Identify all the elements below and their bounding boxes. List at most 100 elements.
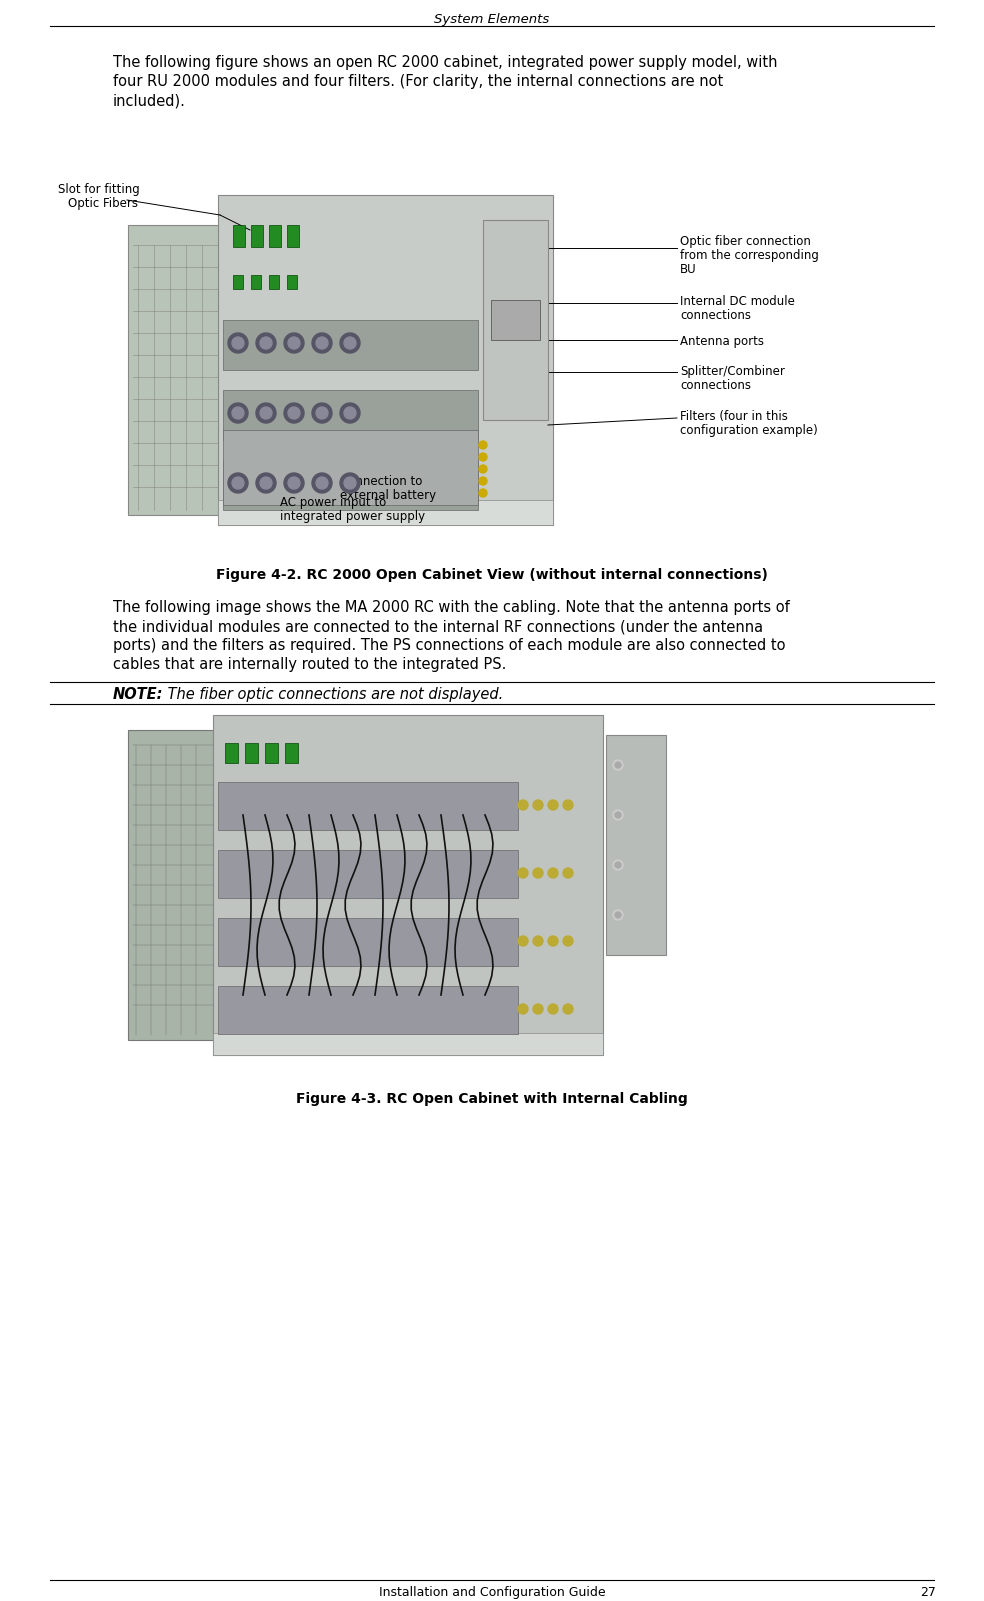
Circle shape [615,762,621,768]
Circle shape [260,336,272,349]
Bar [128,226,223,516]
Bar [265,743,278,764]
Circle shape [563,1004,573,1013]
Circle shape [548,868,558,877]
Circle shape [340,403,360,423]
Text: The following figure shows an open RC 2000 cabinet, integrated power supply mode: The following figure shows an open RC 20… [113,54,777,70]
Circle shape [613,760,623,770]
Bar [218,986,518,1034]
Bar [225,743,238,764]
Circle shape [615,812,621,818]
Bar [218,917,518,965]
Bar [223,459,478,511]
Circle shape [533,800,543,810]
Circle shape [615,861,621,868]
Circle shape [563,800,573,810]
Circle shape [533,1004,543,1013]
Circle shape [344,477,356,488]
Text: integrated power supply: integrated power supply [280,511,425,524]
Circle shape [613,860,623,869]
Circle shape [479,477,487,485]
Circle shape [479,440,487,448]
Circle shape [479,453,487,461]
Circle shape [479,464,487,472]
Circle shape [288,407,300,419]
Bar [287,275,297,290]
Circle shape [284,333,304,352]
Text: four RU 2000 modules and four filters. (For clarity, the internal connections ar: four RU 2000 modules and four filters. (… [113,74,723,90]
Bar [606,735,666,956]
Circle shape [228,403,248,423]
Text: The fiber optic connections are not displayed.: The fiber optic connections are not disp… [163,687,503,701]
Circle shape [533,868,543,877]
Bar [251,226,263,247]
Bar [213,716,603,1055]
Text: from the corresponding: from the corresponding [680,250,819,263]
Circle shape [615,913,621,917]
Circle shape [232,336,244,349]
Circle shape [260,477,272,488]
Text: Internal DC module: Internal DC module [680,295,795,307]
Text: The following image shows the MA 2000 RC with the cabling. Note that the antenna: The following image shows the MA 2000 RC… [113,600,790,615]
Circle shape [548,1004,558,1013]
Circle shape [316,407,328,419]
Text: System Elements: System Elements [434,13,550,26]
Bar [223,431,478,504]
Bar [285,743,298,764]
Bar [218,195,553,525]
Bar [223,391,478,440]
Circle shape [563,868,573,877]
Bar [218,850,518,898]
Circle shape [228,472,248,493]
Circle shape [340,333,360,352]
Circle shape [613,810,623,820]
Text: Figure 4-3. RC Open Cabinet with Internal Cabling: Figure 4-3. RC Open Cabinet with Interna… [296,1092,688,1106]
Circle shape [479,488,487,496]
Text: Optic fiber connection: Optic fiber connection [680,235,811,248]
Text: Figure 4-2. RC 2000 Open Cabinet View (without internal connections): Figure 4-2. RC 2000 Open Cabinet View (w… [216,568,768,583]
Bar [483,219,548,419]
Bar [233,275,243,290]
Text: Splitter/Combiner: Splitter/Combiner [680,365,785,378]
Text: BU: BU [680,263,697,275]
Circle shape [344,407,356,419]
Bar [491,299,540,339]
Circle shape [563,937,573,946]
Circle shape [228,333,248,352]
Circle shape [518,1004,528,1013]
Circle shape [232,407,244,419]
Circle shape [518,868,528,877]
Bar [245,743,258,764]
Circle shape [260,407,272,419]
Circle shape [284,403,304,423]
Circle shape [288,336,300,349]
Text: NOTE:: NOTE: [113,687,163,701]
Text: the individual modules are connected to the internal RF connections (under the a: the individual modules are connected to … [113,620,764,634]
Bar [223,320,478,370]
Text: Antenna ports: Antenna ports [680,335,764,347]
Circle shape [256,333,276,352]
Circle shape [316,477,328,488]
Text: ports) and the filters as required. The PS connections of each module are also c: ports) and the filters as required. The … [113,639,785,653]
Circle shape [344,336,356,349]
Circle shape [340,472,360,493]
Text: 27: 27 [920,1587,936,1599]
Text: connections: connections [680,309,751,322]
Circle shape [288,477,300,488]
Bar [113,700,733,1069]
Circle shape [548,800,558,810]
Circle shape [256,472,276,493]
Bar [251,275,261,290]
Text: AC power input to: AC power input to [280,496,387,509]
Text: external battery: external battery [340,488,436,503]
Bar [213,1033,603,1055]
Circle shape [312,472,332,493]
Text: cables that are internally routed to the integrated PS.: cables that are internally routed to the… [113,656,507,672]
Circle shape [256,403,276,423]
Text: Optic Fibers: Optic Fibers [68,197,138,210]
Bar [287,226,299,247]
Circle shape [316,336,328,349]
Circle shape [232,477,244,488]
Bar [233,226,245,247]
Circle shape [518,937,528,946]
